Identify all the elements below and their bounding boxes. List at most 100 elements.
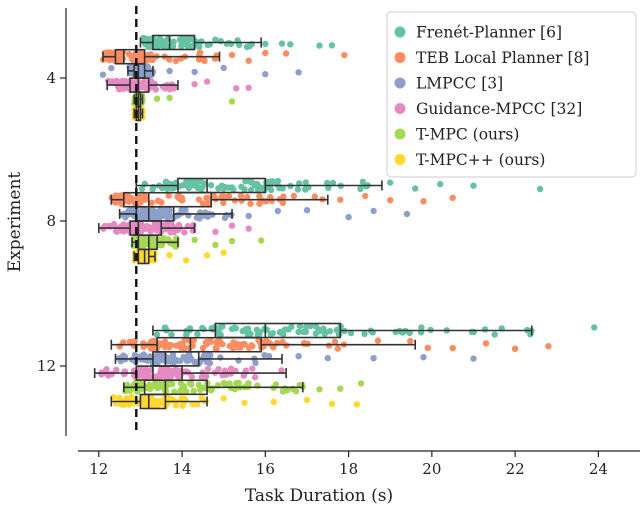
- data-point: [120, 352, 127, 359]
- outlier-point: [341, 52, 348, 59]
- data-point: [276, 329, 283, 336]
- data-point: [138, 380, 145, 388]
- data-point: [228, 365, 235, 372]
- data-point: [274, 177, 282, 185]
- outlier-point: [337, 196, 344, 203]
- outlier-point: [437, 180, 444, 188]
- data-point: [119, 55, 126, 62]
- x-tick-label: 20: [422, 460, 441, 478]
- outlier-point: [424, 344, 431, 351]
- outlier-point: [191, 68, 198, 76]
- outlier-point: [387, 197, 394, 204]
- data-point: [374, 337, 382, 344]
- legend-marker: [394, 26, 406, 38]
- data-point: [157, 383, 164, 391]
- data-point: [279, 388, 287, 395]
- outlier-point: [270, 398, 277, 405]
- box-plot: [102, 48, 221, 65]
- box: [143, 379, 208, 396]
- data-point: [418, 324, 425, 331]
- data-point: [288, 323, 295, 330]
- legend-label: T-MPC++ (ours): [416, 151, 545, 169]
- data-point: [187, 355, 195, 362]
- data-point: [177, 380, 184, 387]
- box-plot: [139, 34, 262, 51]
- y-axis-label: Experiment: [5, 172, 25, 273]
- data-point: [251, 374, 259, 381]
- data-point: [184, 42, 191, 50]
- data-point: [244, 325, 251, 333]
- data-point: [165, 192, 172, 199]
- data-point: [225, 193, 233, 200]
- outlier-point: [183, 257, 190, 264]
- y-tick-label: 4: [46, 69, 56, 87]
- data-point: [322, 329, 329, 336]
- data-point: [361, 330, 368, 338]
- data-point: [181, 337, 188, 344]
- data-point: [126, 338, 133, 345]
- data-point: [238, 183, 245, 190]
- x-axis-label: Task Duration (s): [245, 486, 393, 506]
- data-point: [164, 222, 171, 229]
- outlier-point: [295, 69, 302, 76]
- outlier-point: [362, 192, 369, 200]
- data-point: [244, 331, 252, 338]
- outlier-point: [245, 225, 252, 232]
- outlier-point: [228, 237, 236, 245]
- data-point: [300, 328, 307, 335]
- data-point: [231, 324, 238, 331]
- data-point: [189, 179, 197, 186]
- outlier-point: [357, 380, 365, 387]
- data-point: [175, 221, 183, 229]
- data-point: [217, 38, 224, 45]
- outlier-point: [241, 399, 248, 407]
- outlier-point: [166, 67, 173, 75]
- data-point: [279, 338, 286, 346]
- legend-label: Frenét-Planner [6]: [416, 24, 562, 42]
- outlier-point: [166, 94, 173, 102]
- data-point: [167, 367, 174, 374]
- data-point: [235, 41, 243, 49]
- outlier-point: [191, 236, 198, 244]
- legend-marker: [394, 154, 406, 165]
- data-point: [134, 195, 141, 203]
- data-point: [250, 180, 257, 187]
- data-point: [247, 186, 255, 194]
- data-point: [121, 78, 129, 85]
- data-point: [176, 195, 184, 203]
- data-point: [204, 365, 212, 373]
- x-tick-label: 16: [256, 460, 275, 478]
- data-point: [267, 193, 274, 201]
- outlier-point: [412, 185, 419, 192]
- outlier-point: [316, 386, 323, 393]
- data-point: [138, 185, 146, 192]
- data-point: [406, 329, 413, 337]
- data-point: [219, 340, 226, 348]
- data-point: [148, 199, 155, 206]
- data-point: [324, 179, 331, 187]
- data-point: [129, 53, 136, 60]
- data-point: [112, 199, 119, 206]
- data-point: [160, 234, 167, 242]
- outlier-point: [203, 252, 211, 259]
- data-point: [194, 184, 201, 192]
- data-point: [166, 380, 173, 388]
- data-point: [166, 207, 173, 214]
- data-point: [359, 178, 366, 185]
- outlier-point: [153, 95, 161, 102]
- data-point: [142, 193, 149, 200]
- data-point: [357, 185, 364, 193]
- x-tick-label: 18: [339, 460, 358, 478]
- outlier-point: [353, 401, 361, 408]
- outlier-point: [295, 353, 302, 360]
- outlier-point: [328, 400, 336, 407]
- legend-frame: [386, 11, 637, 178]
- outlier-point: [274, 207, 281, 215]
- data-point: [168, 185, 175, 192]
- data-point: [221, 183, 228, 191]
- data-point: [302, 186, 309, 193]
- data-point: [392, 328, 399, 336]
- data-point: [249, 343, 256, 350]
- data-point: [183, 329, 191, 337]
- box: [156, 336, 262, 353]
